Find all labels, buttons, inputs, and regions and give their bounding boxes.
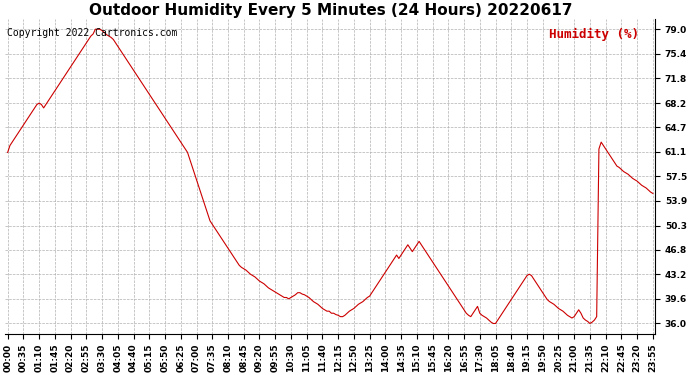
Text: Humidity (%): Humidity (%) (549, 28, 639, 42)
Title: Outdoor Humidity Every 5 Minutes (24 Hours) 20220617: Outdoor Humidity Every 5 Minutes (24 Hou… (88, 3, 572, 18)
Text: Copyright 2022 Cartronics.com: Copyright 2022 Cartronics.com (7, 28, 177, 38)
